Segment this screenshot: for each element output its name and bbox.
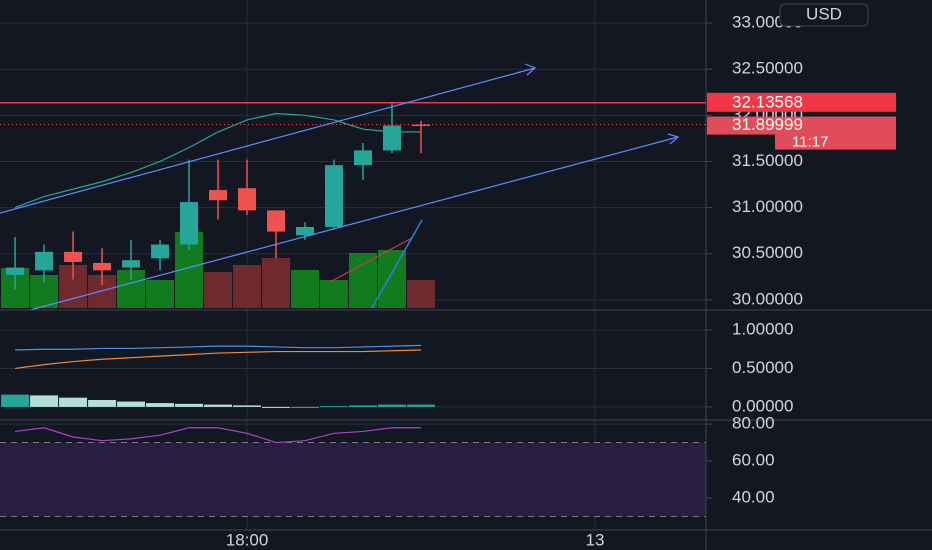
histogram-bar [406,404,435,407]
y-tick-label: 31.00000 [732,197,803,216]
histogram-bar [204,404,233,407]
candle-body [180,202,199,245]
candle-body [151,244,170,259]
x-tick-label: 18:00 [226,530,269,549]
y-tick-label: 31.50000 [732,151,803,170]
plot-layers [0,0,706,530]
y-tick-label: 30.00000 [732,289,803,308]
candle-body [35,251,54,271]
indicator-line [329,237,413,283]
candle-body [325,165,344,227]
histogram-bar [233,405,262,407]
rsi-line [15,427,421,444]
countdown-box [775,134,896,150]
volume-bar [233,265,262,308]
trend-arrow [524,63,537,76]
candle-body [93,262,112,271]
alert-label-box [707,92,896,112]
candle-body [238,188,257,211]
histogram-bar [59,397,88,407]
candle-body [209,190,228,201]
candle-body [382,125,401,151]
y-tick-label: 40.00 [732,488,775,507]
y-tick-label: 1.00000 [732,319,793,338]
y-tick-label: 30.50000 [732,243,803,262]
volume-bar [377,250,406,308]
volume-bar [204,272,233,308]
histogram-bar [1,394,30,407]
volume-bar [262,258,291,308]
histogram-bar [291,406,320,408]
y-tick-label: 0.50000 [732,358,793,377]
histogram-bar [117,401,146,407]
volume-bar [146,280,175,308]
candle-body [411,124,430,127]
indicator-line [15,344,422,351]
x-tick-label: 13 [585,530,604,549]
volume-bar [349,253,378,308]
y-tick-label: 0.00000 [732,396,793,415]
last-price-label: 31.89999 [732,115,803,134]
trend-line [29,136,679,311]
volume-bar [291,270,320,308]
histogram-bar [262,406,291,408]
moving-average [14,112,421,209]
histogram-bar [349,405,378,407]
volume-bar [320,280,349,308]
candle-body [122,260,141,268]
axis-labels: 18:00 1333.0000032.5000032.0000031.500003… [226,13,896,549]
last-price-box [707,116,896,135]
candle-body [296,226,315,236]
currency-box[interactable] [779,3,869,27]
histogram-bar [377,404,406,407]
indicator-line [371,219,423,309]
histogram-bar [30,395,59,407]
y-tick-label: 80.00 [732,414,775,433]
rsi-band [0,442,706,517]
countdown-label: 11:17 [792,134,828,151]
candle-body [354,150,373,166]
histogram-bar [175,403,204,407]
y-tick-label: 32.50000 [732,59,803,78]
trend-line [0,67,536,214]
indicator-line [14,349,422,370]
candle-body [64,251,83,263]
trend-arrow [667,133,680,145]
candle-body [267,210,286,232]
y-tick-label: 60.00 [732,451,775,470]
histogram-bar [320,406,349,408]
volume-bar [406,280,435,308]
candle-body [6,267,25,275]
histogram-bar [88,400,117,407]
alert-label: 32.13568 [732,92,803,111]
currency[interactable]: USD [806,4,842,23]
histogram-bar [146,403,175,407]
